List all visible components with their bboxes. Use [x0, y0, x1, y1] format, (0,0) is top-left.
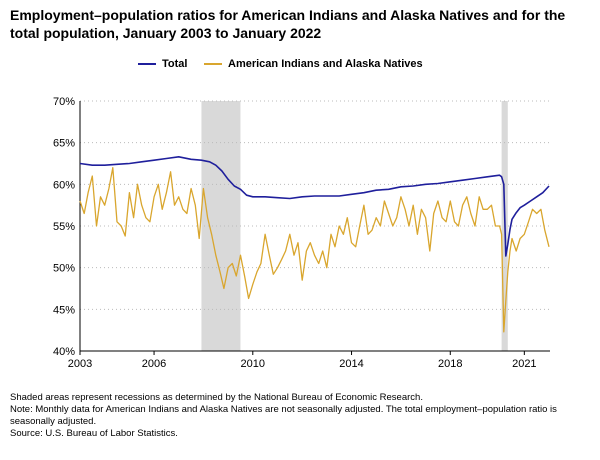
x-tick-label-2010: 2010: [241, 358, 265, 370]
legend-label-aian: American Indians and Alaska Natives: [228, 58, 423, 70]
legend-label-total: Total: [162, 58, 188, 70]
chart-notes: Shaded areas represent recessions as det…: [10, 392, 590, 440]
legend-item-total: Total: [138, 58, 187, 70]
y-tick-label-60: 60%: [53, 179, 75, 191]
legend-swatch-aian: [204, 63, 222, 65]
y-tick-label-45: 45%: [53, 304, 75, 316]
y-tick-label-40: 40%: [53, 346, 75, 358]
y-tick-label-70: 70%: [53, 96, 75, 108]
y-tick-label-65: 65%: [53, 138, 75, 150]
note-seasonal-adjustment: Note: Monthly data for American Indians …: [10, 404, 557, 427]
line-chart: 40% 45% 50% 55% 60% 65% 70% 2003 2006 2010 2014 201…: [53, 96, 550, 370]
x-tick-label-2014: 2014: [339, 358, 363, 370]
chart-title: Employment–population ratios for America…: [10, 7, 566, 41]
x-tick-label-2021: 2021: [512, 358, 536, 370]
y-tick-label-50: 50%: [53, 263, 75, 275]
x-tick-label-2006: 2006: [142, 358, 166, 370]
note-source: Source: U.S. Bureau of Labor Statistics.: [10, 428, 178, 439]
legend-swatch-total: [138, 63, 156, 65]
legend-item-aian: American Indians and Alaska Natives: [204, 58, 423, 70]
legend: Total American Indians and Alaska Native…: [0, 58, 600, 74]
y-tick-label-55: 55%: [53, 221, 75, 233]
series-line-aian: [79, 167, 550, 333]
series-line-total: [79, 156, 550, 257]
x-tick-label-2003: 2003: [68, 358, 92, 370]
x-tick-label-2018: 2018: [438, 358, 462, 370]
note-recessions: Shaded areas represent recessions as det…: [10, 392, 423, 403]
